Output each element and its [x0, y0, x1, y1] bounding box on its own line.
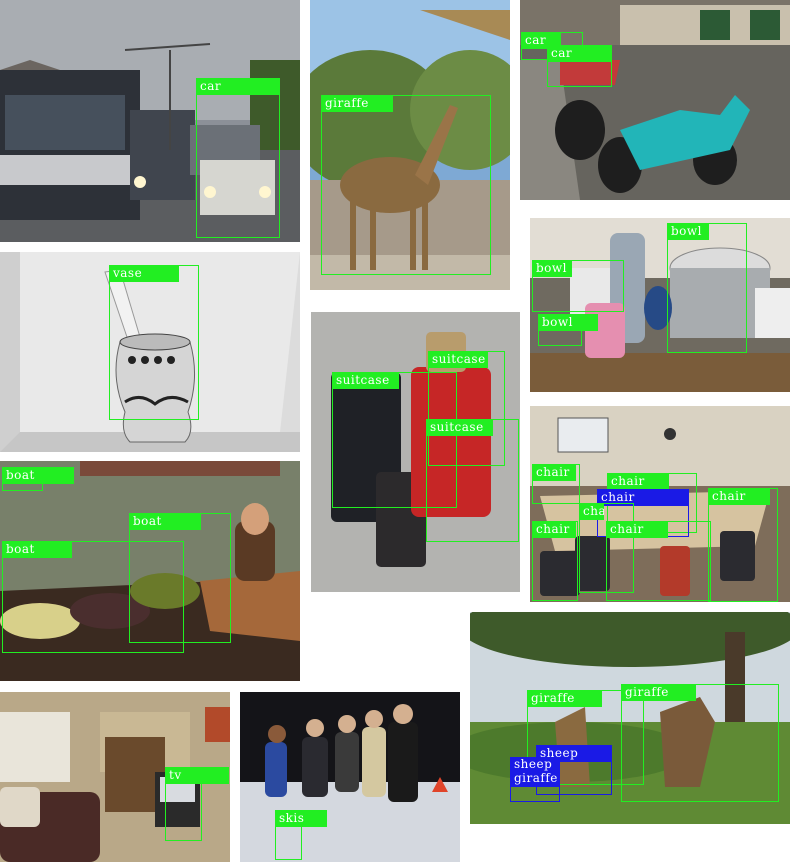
bbox-label: chair — [579, 503, 604, 520]
bbox-label: boat — [2, 541, 72, 558]
bbox-label: suitcase — [332, 372, 399, 389]
bbox-vase — [109, 265, 199, 420]
photo-living-room: tv — [0, 692, 230, 862]
photo-kitchen: bowl bowl bowl — [530, 218, 790, 392]
photo-luggage: suitcase suitcase suitcase — [311, 312, 520, 592]
bbox-label: giraffe — [621, 684, 696, 701]
bbox-suitcase — [426, 419, 519, 542]
photo-skiers: skis — [240, 692, 460, 862]
bbox-label: suitcase — [426, 419, 493, 436]
bbox-giraffe — [321, 95, 491, 275]
bbox-car — [196, 78, 280, 238]
photo-street-bus: car — [0, 0, 300, 242]
bbox-chair — [708, 488, 778, 602]
bbox-label: giraffe — [321, 95, 393, 112]
bbox-label: giraffe — [527, 690, 602, 707]
bbox-label: car — [547, 45, 612, 62]
bbox-label: suitcase — [428, 351, 488, 368]
bbox-label: car — [196, 78, 280, 95]
bbox-giraffe — [621, 684, 779, 802]
photo-giraffe-zoo: giraffe — [310, 0, 510, 290]
bbox-label: tv — [165, 767, 229, 784]
photo-boats: boat boat boat — [0, 461, 300, 681]
photo-classroom: chair chair chair chair chair chair chai… — [530, 406, 790, 602]
bbox-label-line: giraffe — [514, 771, 558, 785]
bbox-label: skis — [275, 810, 327, 827]
bbox-bowl — [667, 223, 747, 353]
bbox-label: bowl — [532, 260, 572, 277]
bbox-boat — [2, 541, 184, 653]
bbox-label: vase — [109, 265, 179, 282]
bbox-label: chair — [606, 521, 668, 538]
photo-savanna: giraffe giraffe sheep sheep giraffe — [470, 612, 790, 824]
bbox-label: bowl — [667, 223, 709, 240]
bbox-label-sheep-giraffe: sheep giraffe — [510, 757, 560, 787]
bbox-label-line: sheep — [514, 757, 553, 771]
bbox-label: chair — [532, 521, 576, 538]
bbox-label: chair — [597, 489, 689, 506]
bbox-label: boat — [2, 467, 74, 484]
bbox-label: chair — [708, 488, 770, 505]
bbox-label: boat — [129, 513, 201, 530]
bbox-label: car — [521, 32, 561, 49]
bbox-label: chair — [607, 473, 669, 490]
photo-scooters: car car — [520, 0, 790, 200]
bbox-bowl — [532, 260, 624, 312]
bbox-label: bowl — [538, 314, 598, 331]
photo-vase: vase — [0, 252, 300, 452]
bbox-label: chair — [532, 464, 576, 481]
